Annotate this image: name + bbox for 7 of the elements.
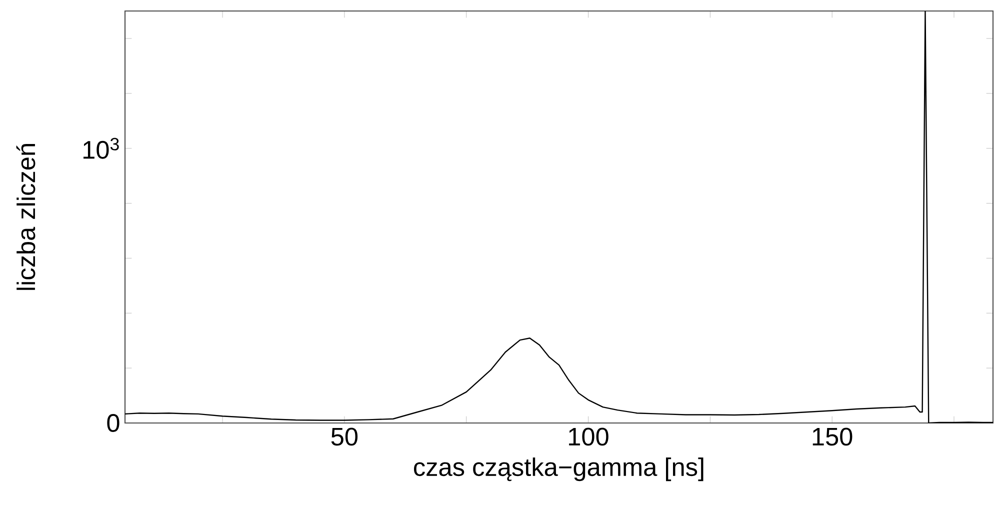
x-axis-title: czas cząstka−gamma [ns] [414, 457, 704, 482]
y-tick-label: 0 [107, 414, 120, 432]
x-tick-label: 150 [812, 428, 852, 446]
y-tick-label: 10$^{3}$ [84, 138, 119, 159]
y-axis-title: liczba zliczeń [16, 144, 36, 290]
x-tick-label: 100 [569, 428, 608, 446]
x-tick-label: 50 [331, 428, 358, 446]
